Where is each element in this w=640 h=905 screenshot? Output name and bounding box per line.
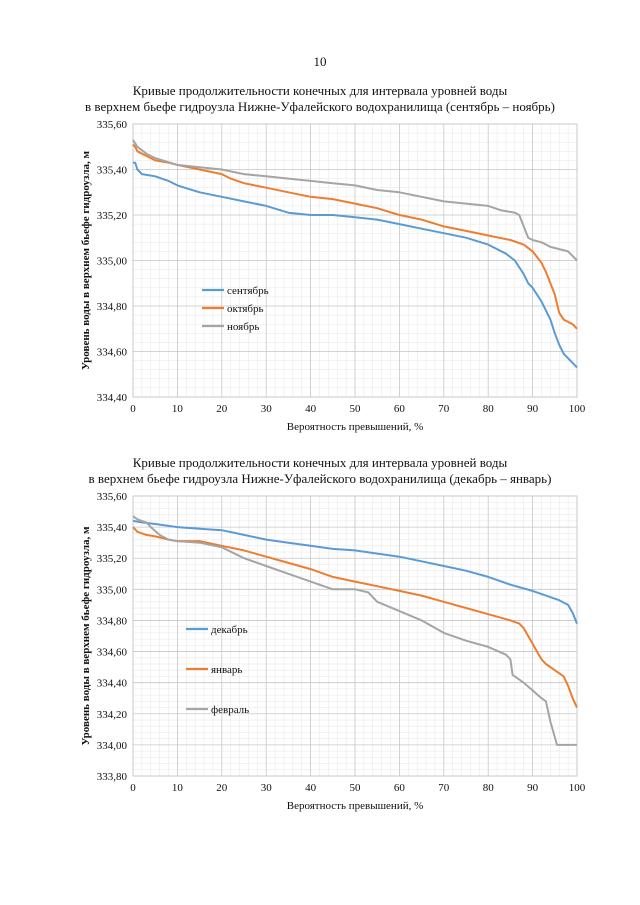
chart-1-y-tick-label: 334,40 — [97, 392, 128, 404]
chart-1-y-tick-label: 335,40 — [97, 165, 128, 177]
chart-2-y-tick-label: 334,00 — [97, 740, 128, 752]
chart-2-x-tick-label: 100 — [569, 782, 586, 794]
chart-2-y-tick-label: 335,00 — [97, 584, 128, 596]
chart-1-x-tick-label: 0 — [130, 403, 136, 415]
chart-2-x-tick-label: 80 — [483, 782, 495, 794]
chart-2-y-tick-label: 335,60 — [97, 491, 128, 503]
chart-1-x-tick-label: 10 — [172, 403, 184, 415]
chart-1-y-tick-label: 334,60 — [97, 347, 128, 359]
chart-2-y-tick-label: 334,20 — [97, 709, 128, 721]
chart-1-series-line-1 — [133, 161, 578, 369]
chart-2-x-tick-label: 60 — [394, 782, 406, 794]
chart-2-series-line-3 — [132, 515, 577, 746]
chart-1-x-tick-label: 20 — [216, 403, 228, 415]
chart-1-x-axis-label: Вероятность превышений, % — [287, 421, 424, 433]
chart-2-title-line-1: Кривые продолжительности конечных для ин… — [132, 455, 508, 470]
chart-2-series-line-1 — [132, 519, 578, 624]
chart-2-x-tick-label: 0 — [130, 782, 136, 794]
chart-1-x-tick-label: 50 — [350, 403, 362, 415]
chart-1-y-tick-label: 335,00 — [97, 256, 128, 268]
chart-2-x-axis-label: Вероятность превышений, % — [287, 800, 424, 812]
chart-2-x-tick-label: 50 — [350, 782, 362, 794]
chart-1-legend-label-2: октябрь — [227, 303, 264, 315]
chart-2-y-tick-label: 333,80 — [97, 771, 128, 783]
chart-1-x-tick-label: 40 — [305, 403, 317, 415]
chart-2-x-tick-label: 70 — [438, 782, 450, 794]
chart-1-x-tick-label: 90 — [527, 403, 539, 415]
chart-1-series-line-3 — [132, 139, 578, 262]
chart-2-legend-label-1: декабрь — [211, 624, 248, 636]
chart-2-x-tick-label: 90 — [527, 782, 539, 794]
chart-1-x-tick-label: 100 — [569, 403, 586, 415]
chart-2-y-tick-label: 335,20 — [97, 553, 128, 565]
chart-1-y-tick-label: 335,60 — [97, 119, 128, 131]
chart-2-legend-label-2: январь — [211, 664, 242, 676]
page-number: 10 — [313, 54, 327, 69]
chart-1-title-line-1: Кривые продолжительности конечных для ин… — [132, 83, 508, 98]
chart-2-y-tick-label: 334,60 — [97, 647, 128, 659]
chart-1-legend-label-1: сентябрь — [227, 285, 269, 297]
chart-2-x-tick-label: 30 — [261, 782, 273, 794]
chart-2-y-tick-label: 334,80 — [97, 615, 128, 627]
chart-2-x-tick-label: 20 — [216, 782, 228, 794]
chart-1-x-tick-label: 80 — [483, 403, 495, 415]
chart-2-y-axis-label: Уровень воды в верхнем бьефе гидроузла, … — [80, 526, 92, 746]
chart-2-x-tick-label: 10 — [172, 782, 184, 794]
chart-2-legend-label-3: февраль — [211, 704, 249, 716]
chart-1-y-axis-label: Уровень воды в верхнем бьефе гидроузла, … — [80, 150, 92, 370]
chart-1-y-tick-label: 334,80 — [97, 301, 128, 313]
chart-1-x-tick-label: 70 — [438, 403, 450, 415]
chart-1-x-tick-label: 60 — [394, 403, 406, 415]
chart-1-legend-label-3: ноябрь — [227, 321, 259, 333]
chart-2-y-tick-label: 335,40 — [97, 522, 128, 534]
chart-1-title-line-2: в верхнем бьефе гидроузла Нижне-Уфалейск… — [85, 99, 555, 114]
chart-1-y-tick-label: 335,20 — [97, 210, 128, 222]
chart-2-y-tick-label: 334,40 — [97, 678, 128, 690]
chart-1-x-tick-label: 30 — [261, 403, 273, 415]
chart-2-x-tick-label: 40 — [305, 782, 317, 794]
chart-2-title-line-2: в верхнем бьефе гидроузла Нижне-Уфалейск… — [88, 471, 552, 486]
